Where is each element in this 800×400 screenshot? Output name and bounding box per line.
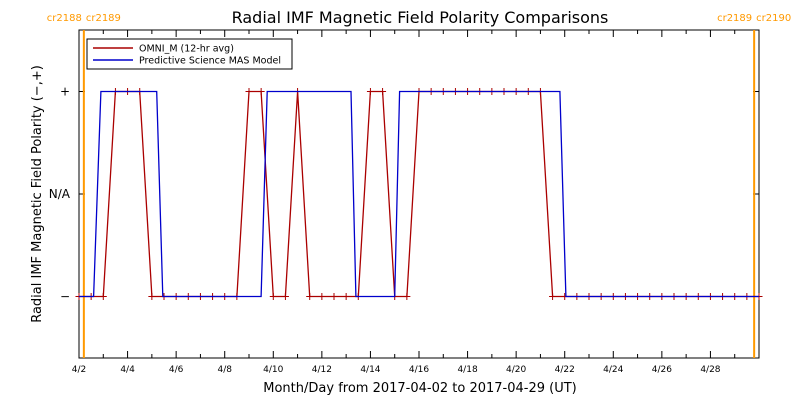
y-axis-ticks: + N/A − — [49, 85, 759, 304]
legend-entry-label: OMNI_M (12-hr avg) — [139, 44, 234, 55]
x-tick-label: 4/24 — [603, 365, 623, 375]
carrington-rotation-labels: cr2188 cr2189 cr2189 cr2190 — [47, 13, 791, 24]
x-tick-label: 4/4 — [120, 365, 135, 375]
x-tick-label: 4/6 — [169, 365, 184, 375]
plot-frame — [78, 29, 760, 359]
x-axis-ticks: 4/2 4/4 4/6 4/8 4/10 4/12 4/14 4/16 4/18 4/20 4/22… — [72, 30, 760, 375]
carrington-rotation-lines — [82, 30, 756, 358]
x-tick-label: 4/10 — [263, 365, 283, 375]
x-tick-label: 4/12 — [312, 365, 332, 375]
legend-entry-label: Predictive Science MAS Model — [139, 56, 281, 67]
series-layer — [75, 88, 763, 300]
cr-left-label: cr2189 — [717, 13, 752, 24]
x-tick-label: 4/2 — [72, 365, 86, 375]
series-line-mas-model — [79, 90, 759, 298]
x-tick-label: 4/18 — [457, 365, 477, 375]
y-tick-label: − — [60, 290, 70, 304]
x-tick-label: 4/28 — [700, 365, 720, 375]
x-tick-label: 4/26 — [652, 365, 672, 375]
y-tick-label: N/A — [49, 187, 71, 201]
series-line-omni — [79, 90, 759, 298]
cr-right-label: cr2189 — [86, 13, 121, 24]
cr-left-label: cr2188 — [47, 13, 82, 24]
x-tick-label: 4/22 — [555, 365, 575, 375]
legend-box — [86, 38, 293, 70]
y-tick-label: + — [60, 85, 70, 99]
x-tick-label: 4/20 — [506, 365, 526, 375]
x-tick-label: 4/14 — [360, 365, 380, 375]
x-axis-label: Month/Day from 2017-04-02 to 2017-04-29 … — [263, 381, 576, 396]
cr-right-label: cr2190 — [756, 13, 791, 24]
chart-title: Radial IMF Magnetic Field Polarity Compa… — [232, 8, 609, 27]
y-axis-label: Radial IMF Magnetic Field Polarity (−,+) — [30, 65, 45, 323]
x-tick-label: 4/8 — [217, 365, 232, 375]
legend: OMNI_M (12-hr avg)Predictive Science MAS… — [86, 38, 293, 70]
x-tick-label: 4/16 — [409, 365, 429, 375]
